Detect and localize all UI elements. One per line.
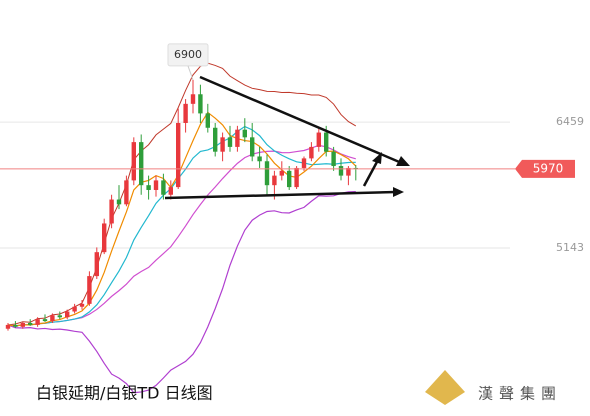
candle-body [50, 315, 55, 322]
candle-body [72, 306, 77, 312]
y-tick-label: 6459 [556, 115, 584, 128]
candle-body [131, 142, 136, 181]
callout-pointer [187, 65, 194, 81]
trend-line [362, 159, 380, 187]
candle-body [153, 180, 159, 190]
candle-body [301, 158, 307, 168]
candle-body [28, 322, 33, 325]
candle-body [235, 129, 240, 147]
candle-body [79, 303, 85, 307]
arrow-head [393, 187, 404, 197]
candle-body [242, 129, 247, 138]
trend-line [164, 190, 397, 200]
candle-body [331, 151, 336, 167]
candle-body [316, 132, 321, 147]
last-price-box [515, 159, 575, 178]
candle-body [338, 166, 344, 176]
candle-body [65, 311, 70, 318]
candle-body [13, 324, 18, 327]
arrow-head [372, 152, 382, 164]
y-tick-label: 5143 [556, 241, 584, 254]
candle-body [146, 185, 151, 190]
logo [425, 370, 465, 405]
candle-body [139, 142, 144, 186]
candle-body [5, 324, 11, 329]
candle-body [250, 137, 255, 157]
candle-body [264, 161, 270, 186]
candle-body [176, 122, 181, 188]
candle-body [227, 137, 233, 147]
candle-body [183, 103, 188, 123]
candle-body [346, 167, 351, 176]
candle-body [161, 180, 166, 195]
candle-body [213, 127, 218, 152]
candle-body [272, 175, 277, 186]
candle-body [198, 94, 203, 114]
candle-body [168, 187, 173, 195]
candle-body [190, 94, 196, 104]
indicator-line [7, 125, 356, 327]
candle-body [94, 252, 99, 277]
candle-body [87, 276, 92, 304]
arrow-head [396, 156, 410, 166]
high-label: 6900 [174, 48, 202, 61]
candle-body [109, 199, 114, 224]
candle-body [279, 170, 284, 176]
indicator-line [7, 190, 356, 394]
candle-body [20, 322, 25, 327]
candle-body [309, 146, 314, 159]
candle-body [294, 167, 299, 188]
indicator-line [7, 62, 357, 326]
candle-body [287, 170, 292, 188]
candle-body [116, 199, 122, 205]
candle-body [220, 137, 225, 152]
candle-body [124, 180, 129, 205]
candle-body [205, 113, 210, 128]
candle-body [35, 319, 40, 325]
last-price-label: 5970 [533, 161, 564, 175]
trend-line [199, 75, 405, 166]
watermark: 漢聲集團 [478, 385, 562, 403]
candle-body [42, 319, 48, 322]
candle-body [57, 315, 62, 318]
candle-body [102, 223, 107, 253]
candle-body [324, 132, 329, 152]
candle-body [257, 156, 262, 162]
plot: 6459 5143 5970 6900 [0, 43, 584, 394]
chart-title: 白银延期/白银TD 日线图 [36, 384, 213, 403]
